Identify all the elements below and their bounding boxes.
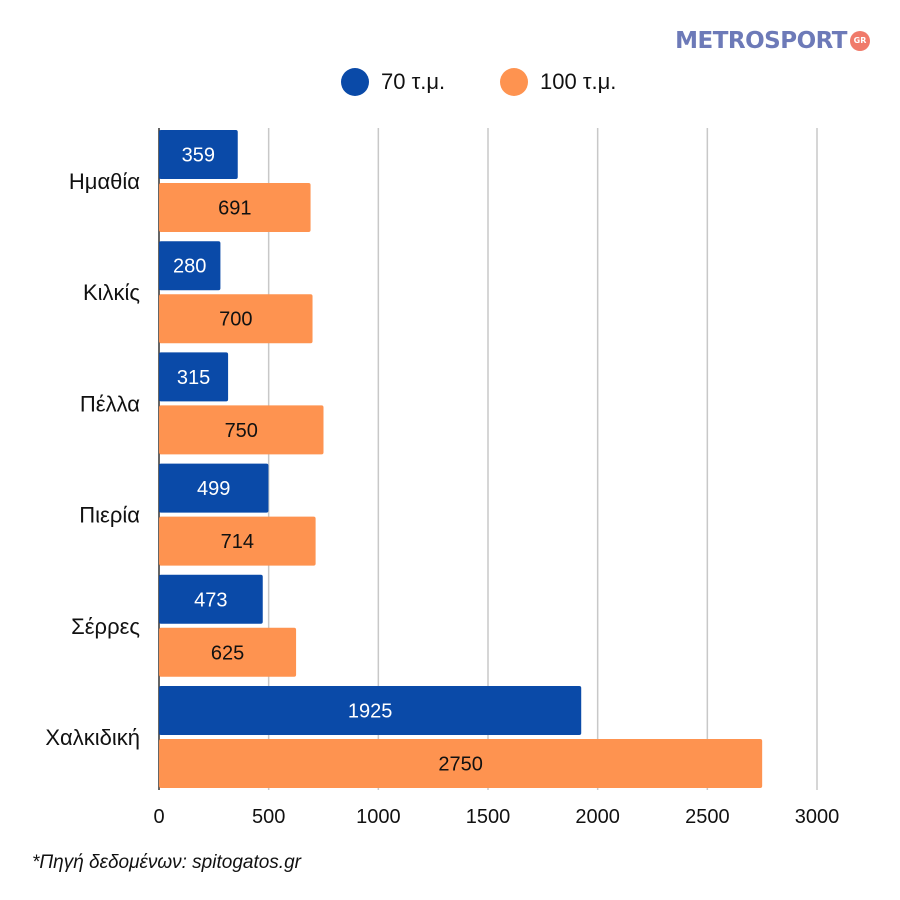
- category-label: Πιερία: [79, 503, 140, 528]
- data-label: 714: [221, 531, 254, 553]
- brand-logo: METROSPORT GR: [675, 28, 870, 54]
- brand-suffix-badge: GR: [850, 31, 870, 51]
- category-label: Χαλκιδική: [45, 725, 140, 750]
- bar-series-1: [159, 130, 238, 179]
- legend-item-series-1: 70 τ.μ.: [341, 68, 445, 96]
- x-tick-label: 1000: [356, 806, 401, 828]
- legend-label-series-1: 70 τ.μ.: [381, 69, 446, 94]
- bar-series-2: [159, 739, 763, 788]
- bar-series-2: [159, 294, 313, 344]
- data-label: 280: [173, 256, 206, 278]
- legend-swatch-series-1: [341, 68, 369, 96]
- legend-item-series-2: 100 τ.μ.: [500, 68, 616, 96]
- bar-series-2: [159, 183, 311, 232]
- data-label: 359: [182, 145, 215, 167]
- category-label: Σέρρες: [71, 614, 140, 639]
- legend: 70 τ.μ. 100 τ.μ.: [0, 68, 900, 100]
- x-tick-label: 3000: [795, 806, 840, 828]
- category-label: Ημαθία: [69, 169, 140, 194]
- x-tick-label: 1500: [466, 806, 511, 828]
- x-tick-label: 500: [252, 806, 285, 828]
- data-label: 2750: [438, 754, 483, 776]
- data-label: 691: [218, 198, 251, 220]
- bar-series-1: [159, 241, 221, 291]
- data-label: 750: [225, 420, 258, 442]
- bar-series-2: [159, 405, 324, 455]
- data-label: 315: [177, 367, 210, 389]
- data-label: 700: [219, 309, 252, 331]
- x-tick-label: 2500: [685, 806, 730, 828]
- category-label: Κιλκίς: [83, 280, 140, 305]
- legend-swatch-series-2: [500, 68, 528, 96]
- legend-label-series-2: 100 τ.μ.: [540, 69, 617, 94]
- data-label: 625: [211, 642, 244, 664]
- bar-series-1: [159, 463, 269, 513]
- data-label: 473: [194, 589, 227, 611]
- bar-series-1: [159, 574, 263, 624]
- x-tick-label: 0: [153, 806, 164, 828]
- category-label: Πέλλα: [80, 391, 140, 416]
- bar-series-1: [159, 352, 229, 402]
- data-label: 499: [197, 478, 230, 500]
- bar-series-2: [159, 627, 297, 677]
- x-tick-label: 2000: [575, 806, 620, 828]
- brand-name: METROSPORT: [675, 28, 847, 54]
- bar-series-2: [159, 516, 316, 566]
- bar-series-1: [159, 686, 582, 735]
- source-note: *Πηγή δεδομένων: spitogatos.gr: [32, 852, 301, 873]
- data-label: 1925: [348, 701, 393, 723]
